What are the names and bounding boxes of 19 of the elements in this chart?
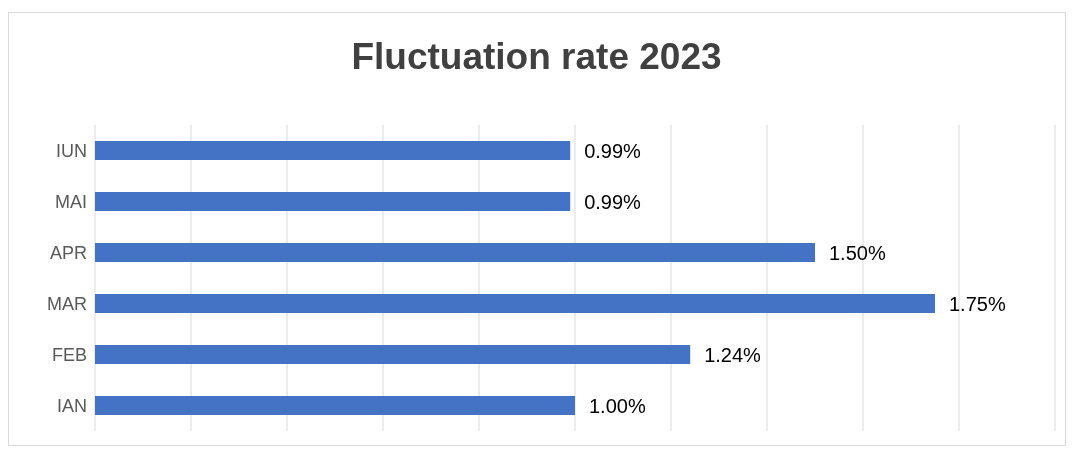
y-tick-label: MAR [47,293,87,314]
y-tick-label: FEB [51,344,87,365]
chart-title: Fluctuation rate 2023 [350,36,723,78]
y-tick-label: MAI [54,191,87,212]
bar [95,141,571,160]
bar [95,396,575,415]
bar [95,294,935,313]
data-label: 1.00% [589,394,646,417]
data-label: 0.99% [584,190,642,213]
bar [95,243,815,262]
bar [95,345,691,364]
data-label: 1.24% [704,343,762,366]
data-label: 1.75% [949,292,1006,315]
data-label: 1.50% [829,241,886,264]
y-tick-label: IAN [56,395,87,416]
y-tick-label: IUN [56,140,87,161]
data-label: 0.99% [584,139,642,162]
bar [95,192,571,211]
y-tick-label: APR [49,242,87,263]
